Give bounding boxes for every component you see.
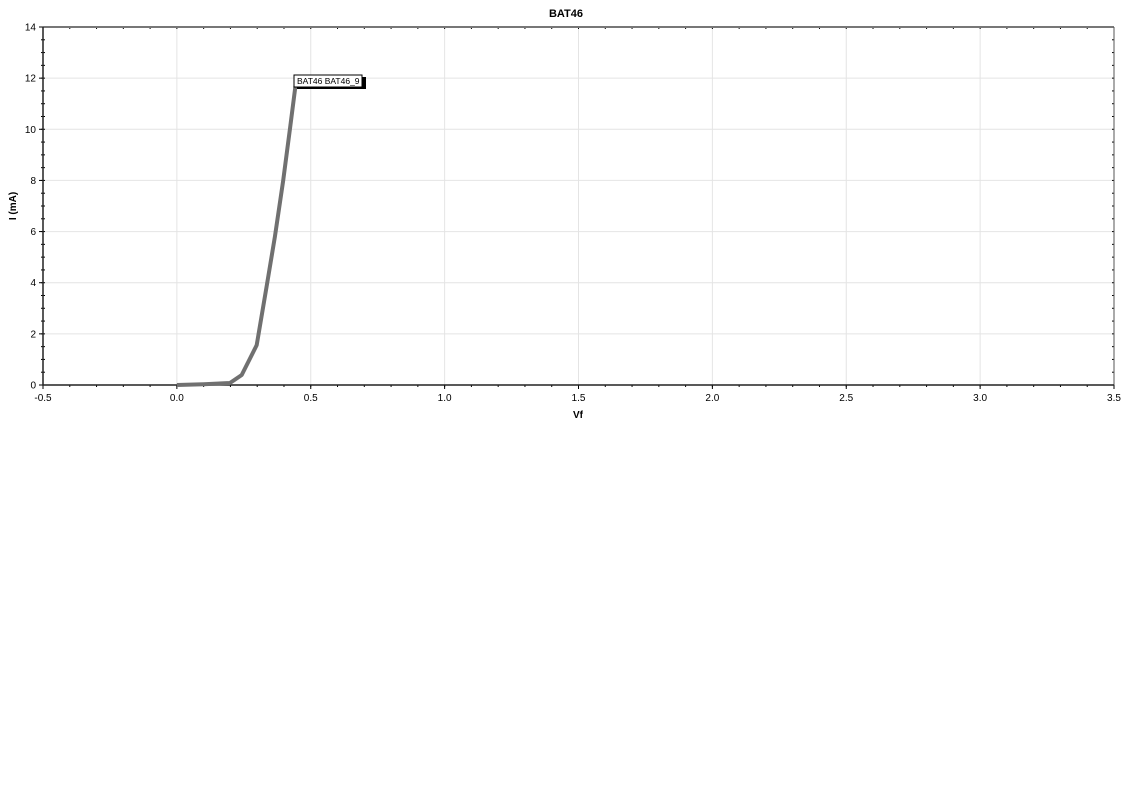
series-layer — [176, 83, 298, 387]
x-tick-label: 3.5 — [1107, 393, 1121, 404]
chart-title: BAT46 — [549, 8, 583, 20]
x-tick-label: 2.5 — [839, 393, 853, 404]
series-line — [176, 83, 298, 387]
y-tick-label: 10 — [25, 125, 37, 136]
y-tick-label: 8 — [30, 176, 36, 187]
y-axis-label: I (mA) — [8, 192, 19, 220]
y-tick-label: 6 — [30, 227, 36, 238]
annotation-text: BAT46 BAT46_9 — [297, 76, 360, 86]
x-tick-label: 0.0 — [170, 393, 184, 404]
y-tick-label: 2 — [30, 329, 36, 340]
x-tick-label: 0.5 — [304, 393, 318, 404]
axes — [39, 26, 1115, 389]
y-tick-label: 12 — [25, 74, 37, 85]
y-tick-label: 14 — [25, 23, 37, 34]
x-axis-label: Vf — [573, 410, 584, 421]
x-tick-label: 1.5 — [572, 393, 586, 404]
x-tick-label: 1.0 — [438, 393, 452, 404]
x-tick-labels: -0.5 0.0 0.5 1.0 1.5 2.0 2.5 3.0 3.5 — [34, 393, 1121, 404]
x-tick-label: 2.0 — [705, 393, 719, 404]
annotation-box — [293, 74, 363, 88]
x-tick-label: -0.5 — [34, 393, 52, 404]
y-tick-labels: 0 2 4 6 8 10 12 14 — [25, 23, 37, 392]
grid — [42, 26, 1115, 386]
y-tick-label: 0 — [30, 381, 36, 392]
series-annotation: BAT46 BAT46_9 — [293, 74, 366, 89]
y-tick-label: 4 — [30, 278, 36, 289]
x-tick-label: 3.0 — [973, 393, 987, 404]
